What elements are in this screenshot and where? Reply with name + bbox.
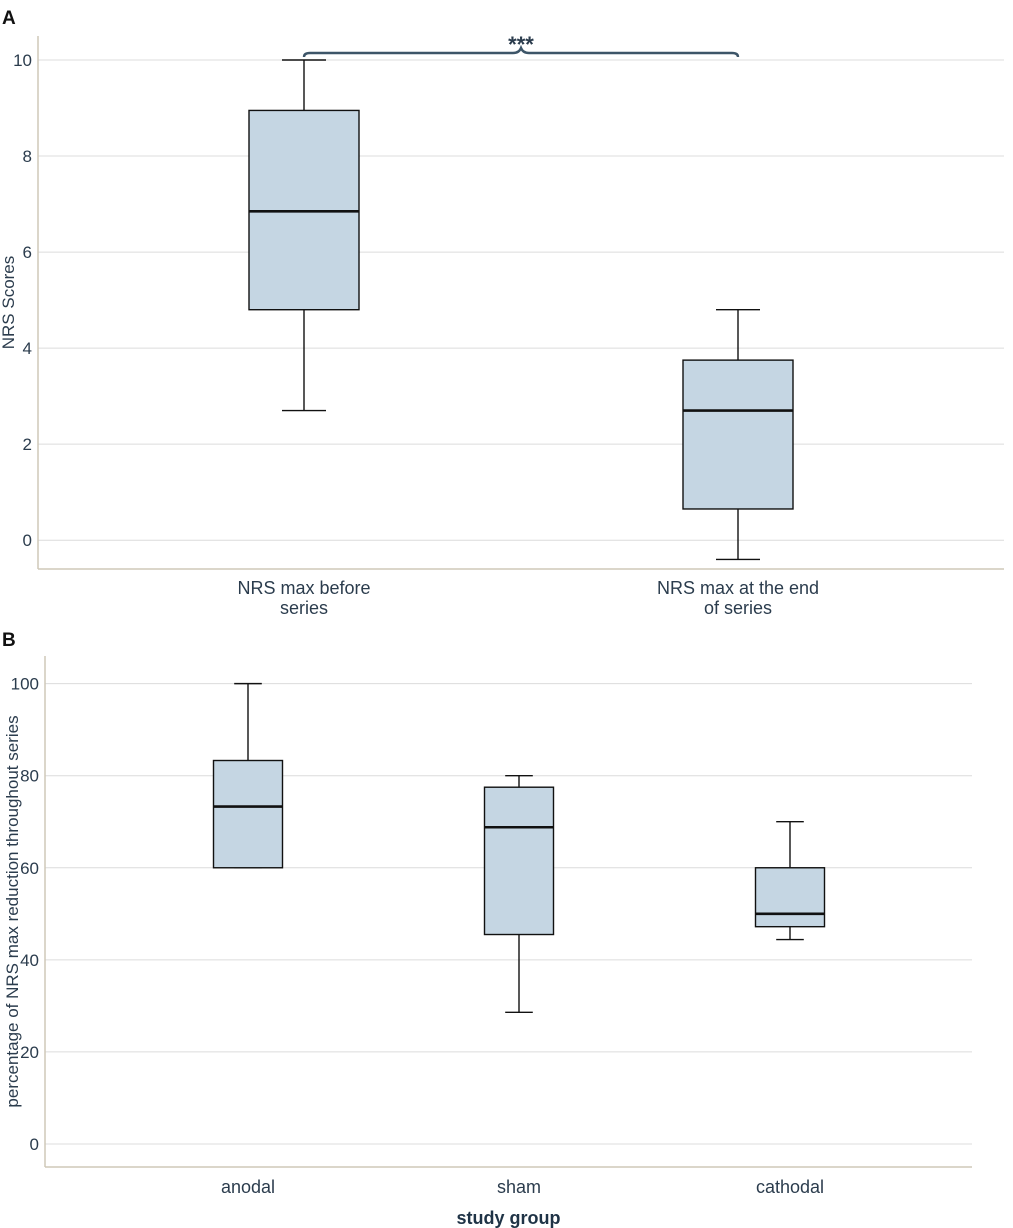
y-tick-label: 0: [30, 1135, 39, 1154]
x-tick-label: NRS max at the end of series: [657, 578, 819, 618]
y-tick-label: 2: [23, 435, 32, 454]
x-tick-label: NRS max before series: [237, 578, 370, 618]
y-tick-label: 10: [13, 51, 32, 70]
x-tick-label: sham: [497, 1177, 541, 1197]
y-tick-label: 40: [20, 951, 39, 970]
box-1: [212, 682, 284, 869]
iqr-box: [212, 759, 284, 869]
x-tick-label-line: cathodal: [756, 1177, 824, 1197]
y-tick-label: 0: [23, 531, 32, 550]
x-tick-label-line: of series: [704, 598, 772, 618]
box-2: [483, 774, 555, 1014]
box-2: [682, 309, 794, 561]
significance-bracket: [302, 44, 740, 58]
x-tick-label-line: anodal: [221, 1177, 275, 1197]
y-tick-label: 20: [20, 1043, 39, 1062]
iqr-box: [682, 359, 794, 510]
panel-label: A: [2, 8, 16, 29]
x-axis-title: study group: [457, 1208, 561, 1228]
iqr-box: [483, 786, 555, 936]
x-tick-label: cathodal: [756, 1177, 824, 1197]
y-axis-title: percentage of NRS max reduction througho…: [3, 715, 22, 1107]
y-axis-title: NRS Scores: [0, 256, 18, 350]
panel-b: B 0 20 40 60 80 100 percentage of NRS max reduc…: [2, 630, 972, 1228]
x-tick-label: anodal: [221, 1177, 275, 1197]
box-1: [248, 59, 360, 412]
box-3: [754, 821, 826, 941]
y-tick-label: 60: [20, 859, 39, 878]
x-tick-label-line: sham: [497, 1177, 541, 1197]
y-tick-label: 4: [23, 339, 32, 358]
x-tick-label-line: NRS max at the end: [657, 578, 819, 598]
y-tick-label: 80: [20, 767, 39, 786]
y-tick-label: 6: [23, 243, 32, 262]
y-tick-label: 8: [23, 147, 32, 166]
significance-label: ***: [508, 32, 534, 57]
y-tick-label: 100: [11, 675, 39, 694]
iqr-box: [754, 867, 826, 928]
x-tick-label-line: series: [280, 598, 328, 618]
panel-label: B: [2, 630, 16, 651]
x-tick-label-line: NRS max before: [237, 578, 370, 598]
